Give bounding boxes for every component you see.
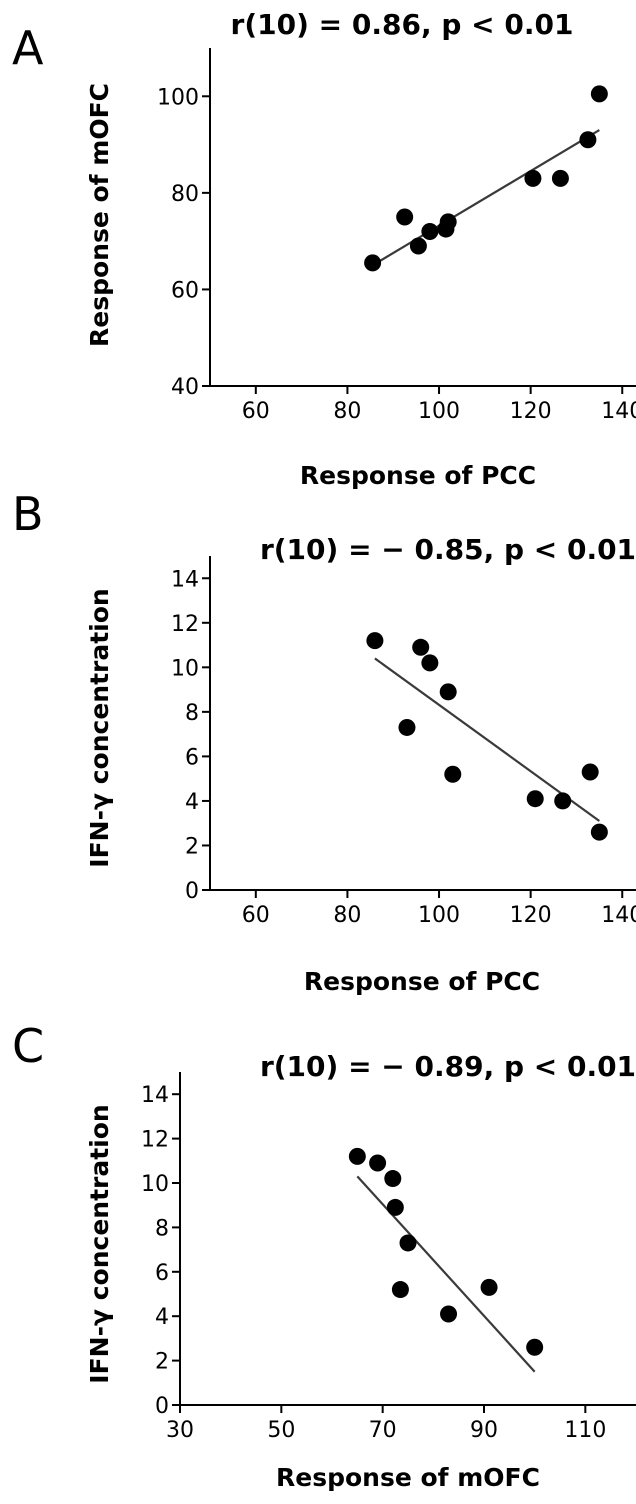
data-point (444, 765, 462, 783)
data-point (391, 1281, 409, 1299)
x-tick-label: 70 (369, 1418, 397, 1443)
x-axis-label: Response of PCC (300, 461, 536, 490)
data-point (348, 1147, 366, 1165)
x-tick-label: 90 (470, 1418, 498, 1443)
data-point (439, 213, 457, 231)
data-point (554, 792, 572, 810)
data-point (439, 683, 457, 701)
x-tick-label: 140 (601, 399, 636, 424)
x-tick-label: 110 (564, 1418, 606, 1443)
x-tick-label: 100 (418, 903, 460, 928)
data-point (579, 131, 597, 149)
y-tick-label: 80 (171, 182, 199, 207)
x-tick-label: 80 (333, 399, 361, 424)
y-axis-label: IFN-γ concentration (85, 588, 114, 867)
data-point (590, 85, 608, 103)
regression-line (356, 1175, 536, 1373)
x-tick-label: 80 (333, 903, 361, 928)
data-point (581, 763, 599, 781)
y-axis-label: Response of mOFC (85, 83, 114, 347)
x-axis-label: Response of mOFC (276, 1463, 540, 1492)
y-tick-label: 40 (171, 375, 199, 400)
data-point (409, 237, 427, 255)
data-point (366, 632, 384, 650)
y-tick-label: 100 (157, 85, 199, 110)
chart-title: r(10) = − 0.85, p < 0.01 (260, 533, 636, 566)
y-tick-label: 10 (141, 1172, 169, 1197)
x-axis-label: Response of PCC (304, 967, 540, 996)
data-point (399, 1234, 417, 1252)
data-point (364, 254, 382, 272)
regression-line (372, 129, 600, 267)
data-point (398, 718, 416, 736)
y-tick-label: 0 (155, 1394, 169, 1419)
x-tick-label: 140 (601, 903, 636, 928)
chart-title: r(10) = 0.86, p < 0.01 (231, 8, 574, 41)
y-tick-label: 10 (171, 656, 199, 681)
data-point (421, 222, 439, 240)
data-point (369, 1154, 387, 1172)
x-tick-label: 120 (510, 399, 552, 424)
y-axis-label: IFN-γ concentration (85, 1104, 114, 1383)
y-tick-label: 6 (155, 1261, 169, 1286)
data-point (524, 169, 542, 187)
y-tick-label: 14 (141, 1083, 169, 1108)
y-tick-label: 4 (155, 1305, 169, 1330)
chart-title: r(10) = − 0.89, p < 0.01 (260, 1050, 636, 1083)
data-point (421, 654, 439, 672)
data-point (590, 823, 608, 841)
y-tick-label: 2 (185, 834, 199, 859)
panel-letter: B (12, 487, 44, 541)
data-point (480, 1278, 498, 1296)
x-tick-label: 50 (267, 1418, 295, 1443)
plot-area: 40 60 80 100 60 80 100 120 140 (157, 48, 636, 424)
panel-a: A r(10) = 0.86, p < 0.01 Response of mOF… (12, 8, 636, 490)
x-tick-label: 60 (242, 399, 270, 424)
y-tick-label: 2 (155, 1350, 169, 1375)
plot-area: 0 2 4 6 8 10 12 14 30 50 70 90 110 (141, 1072, 636, 1443)
panel-b: B r(10) = − 0.85, p < 0.01 IFN-γ concent… (12, 487, 636, 996)
plot-area: 0 2 4 6 8 10 12 14 60 80 100 120 140 (171, 556, 636, 928)
y-tick-label: 8 (155, 1216, 169, 1241)
x-tick-label: 100 (418, 399, 460, 424)
data-point (526, 1338, 544, 1356)
x-tick-label: 120 (510, 903, 552, 928)
x-tick-label: 60 (242, 903, 270, 928)
x-tick-label: 30 (166, 1418, 194, 1443)
data-point (440, 1305, 458, 1323)
panel-c: C r(10) = − 0.89, p < 0.01 IFN-γ concent… (12, 1019, 636, 1492)
data-point (396, 208, 414, 226)
y-tick-label: 8 (185, 701, 199, 726)
y-tick-label: 12 (171, 612, 199, 637)
data-point (551, 169, 569, 187)
data-point (386, 1198, 404, 1216)
panel-letter: A (12, 21, 44, 75)
y-tick-label: 4 (185, 790, 199, 815)
panel-letter: C (12, 1019, 44, 1073)
y-tick-label: 12 (141, 1128, 169, 1153)
data-point (384, 1170, 402, 1188)
data-point (526, 790, 544, 808)
y-tick-label: 6 (185, 745, 199, 770)
y-tick-label: 14 (171, 567, 199, 592)
y-tick-label: 0 (185, 879, 199, 904)
data-point (412, 638, 430, 656)
y-tick-label: 60 (171, 278, 199, 303)
